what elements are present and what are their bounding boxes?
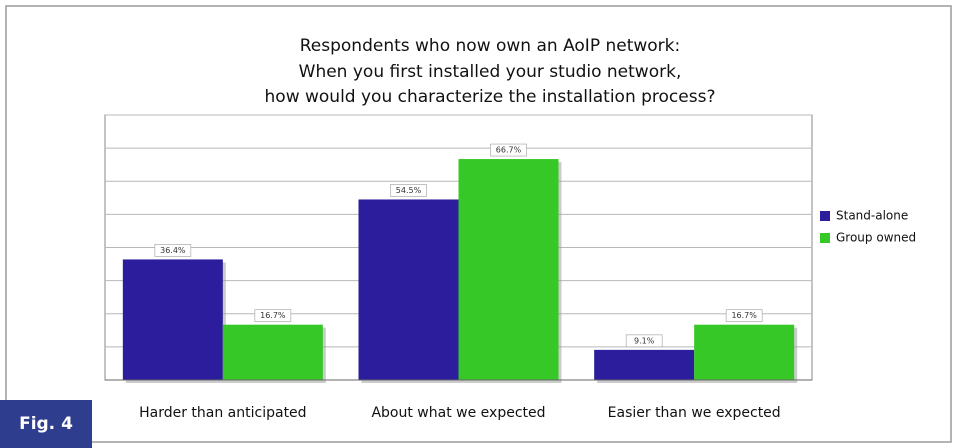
data-label-box	[625, 334, 663, 348]
x-tick-label: Easier than we expected	[608, 405, 781, 421]
data-label: 36.4%	[160, 246, 186, 255]
data-label: 54.5%	[396, 186, 422, 195]
bar	[222, 324, 323, 380]
bar	[122, 259, 223, 380]
x-tick-label: Harder than anticipated	[139, 405, 306, 421]
legend-label: Group owned	[836, 231, 916, 245]
chart-title: Respondents who now own an AoIP network:	[300, 36, 681, 56]
data-label: 9.1%	[634, 336, 655, 345]
x-tick-label: About what we expected	[371, 405, 545, 421]
bar	[458, 159, 559, 380]
data-label: 66.7%	[496, 146, 522, 155]
data-label: 16.7%	[731, 311, 757, 320]
legend-swatch	[820, 233, 830, 243]
bar	[358, 199, 459, 380]
figure-badge	[0, 400, 92, 448]
data-label-box	[390, 184, 427, 197]
figure-label: Fig. 4	[19, 414, 73, 434]
bar	[594, 349, 695, 380]
data-label-box	[154, 244, 192, 257]
data-label-box	[490, 143, 527, 157]
data-label-box	[725, 309, 763, 323]
data-label-box	[254, 309, 292, 323]
bar	[694, 324, 795, 380]
legend-label: Stand-alone	[836, 209, 908, 223]
data-label: 16.7%	[260, 311, 286, 320]
chart-title: how would you characterize the installat…	[265, 87, 716, 107]
chart-title: When you first installed your studio net…	[299, 62, 682, 82]
legend-swatch	[820, 211, 830, 221]
